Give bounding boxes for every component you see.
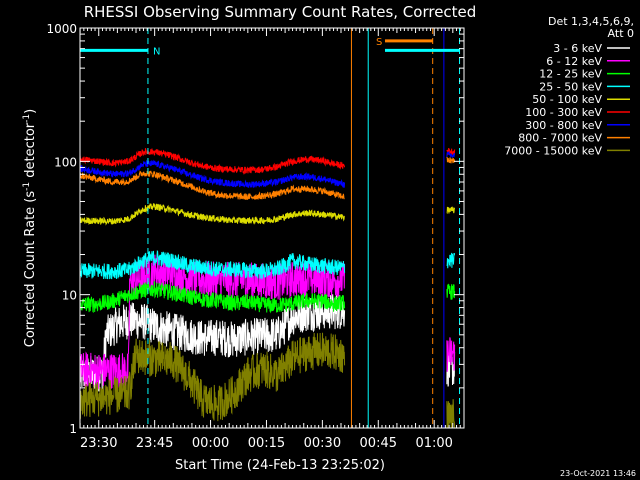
x-tick-label: 23:30 <box>80 436 117 451</box>
x-tick-label: 00:15 <box>248 436 285 451</box>
series-line <box>79 293 346 392</box>
series-layer <box>79 147 456 429</box>
series-line <box>79 249 346 280</box>
plot-frame <box>79 27 465 429</box>
series-line <box>79 159 346 189</box>
y-tick-label: 1000 <box>46 22 77 36</box>
legend-entry-label: 50 - 100 keV <box>532 93 602 106</box>
legend-entry-label: 7000 - 15000 keV <box>504 144 602 157</box>
x-tick-label: 00:45 <box>360 436 397 451</box>
series-line <box>79 281 346 314</box>
legend-entry-label: 100 - 300 keV <box>525 106 602 119</box>
x-tick-label: 23:45 <box>136 436 173 451</box>
series-line <box>79 332 346 422</box>
series-line <box>79 254 346 390</box>
y-tick-label: 100 <box>54 155 77 169</box>
y-axis-label-part1: Corrected Count Rate (s <box>23 191 38 348</box>
legend-entry-label: 6 - 12 keV <box>546 55 602 68</box>
series-line-late <box>446 206 456 214</box>
legend-entry-label: 800 - 7000 keV <box>518 132 602 145</box>
y-axis-label: Corrected Count Rate (s-1 detector-1) <box>22 109 38 347</box>
x-tick-label: 00:00 <box>192 436 229 451</box>
x-axis-label: Start Time (24-Feb-13 23:25:02) <box>175 458 385 473</box>
y-axis-label-sup2: -1 <box>22 114 32 123</box>
series-line-late <box>446 252 456 269</box>
legend-header: Att 0 <box>608 27 634 40</box>
series-line <box>79 147 346 175</box>
chart-title: RHESSI Observing Summary Count Rates, Co… <box>84 3 477 21</box>
flag-label: S <box>376 37 382 48</box>
legend-entry-label: 3 - 6 keV <box>553 42 602 55</box>
y-axis-label-sup1: -1 <box>22 182 32 191</box>
x-tick-label: 01:00 <box>415 436 452 451</box>
series-line-late <box>446 399 456 429</box>
y-tick-label: 1 <box>69 422 77 436</box>
y-tick-label: 10 <box>62 289 77 303</box>
series-line-late <box>446 337 456 372</box>
series-line <box>79 170 345 201</box>
series-line-late <box>446 283 456 300</box>
y-axis-label-part2: detector <box>23 122 38 182</box>
render-timestamp: 23-Oct-2021 13:46 <box>560 469 636 478</box>
series-line-late <box>446 156 456 164</box>
series-line-late <box>446 150 456 159</box>
markers-layer: NS <box>80 28 461 428</box>
legend-header: Det 1,3,4,5,6,9, <box>548 15 634 28</box>
axes-layer: 1 10 100 1000 23:30 23:45 00:00 00:15 00:30 00:45… <box>46 22 465 451</box>
flag-label: N <box>153 46 160 57</box>
legend-entry-label: 12 - 25 keV <box>539 68 602 81</box>
y-axis-label-part3: ) <box>23 109 38 114</box>
x-tick-label: 00:30 <box>304 436 341 451</box>
series-line <box>79 202 345 226</box>
legend-entry-label: 300 - 800 keV <box>525 119 602 132</box>
legend-entry-label: 25 - 50 keV <box>539 80 602 93</box>
